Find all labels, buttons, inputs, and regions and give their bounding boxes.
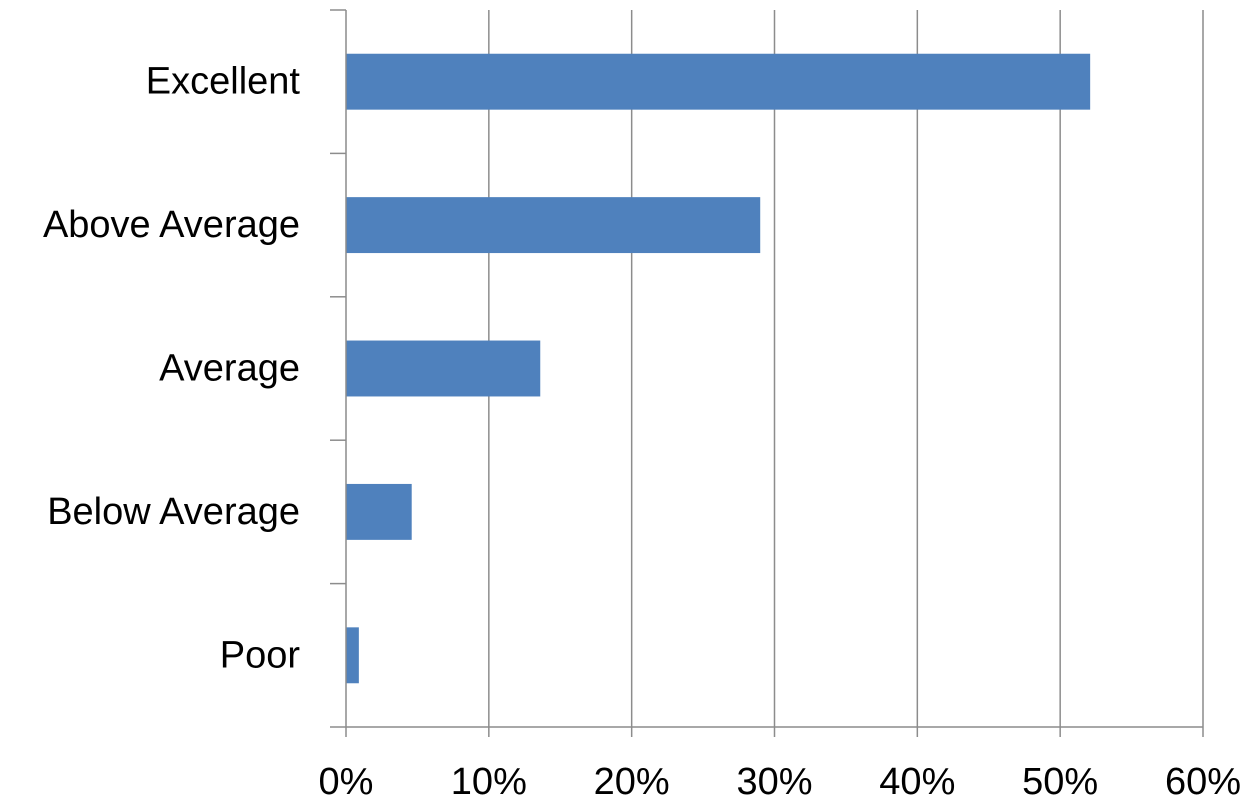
category-labels: Excellent Above Average Average Below Avera… — [43, 61, 300, 677]
category-label: Excellent — [146, 61, 301, 103]
x-tick-label: 0% — [319, 761, 374, 803]
x-tick-label: 50% — [1022, 761, 1098, 803]
bar-average — [346, 340, 541, 397]
bar-above-average — [346, 197, 761, 254]
bar-poor — [346, 627, 359, 684]
x-tick-label: 10% — [451, 761, 527, 803]
x-tick-label: 20% — [594, 761, 670, 803]
x-tick-label: 40% — [879, 761, 955, 803]
category-label: Above Average — [43, 204, 300, 246]
category-label: Below Average — [47, 491, 300, 533]
bar-excellent — [346, 53, 1091, 110]
category-label: Average — [159, 348, 300, 390]
x-tick-labels: 0% 10% 20% 30% 40% 50% 60% — [319, 761, 1241, 803]
bars — [346, 53, 1091, 684]
x-tick-label: 30% — [736, 761, 812, 803]
axes — [330, 9, 1204, 737]
bar-below-average — [346, 483, 412, 540]
gridlines — [488, 10, 1204, 727]
x-tick-label: 60% — [1165, 761, 1241, 803]
category-label: Poor — [220, 634, 301, 676]
